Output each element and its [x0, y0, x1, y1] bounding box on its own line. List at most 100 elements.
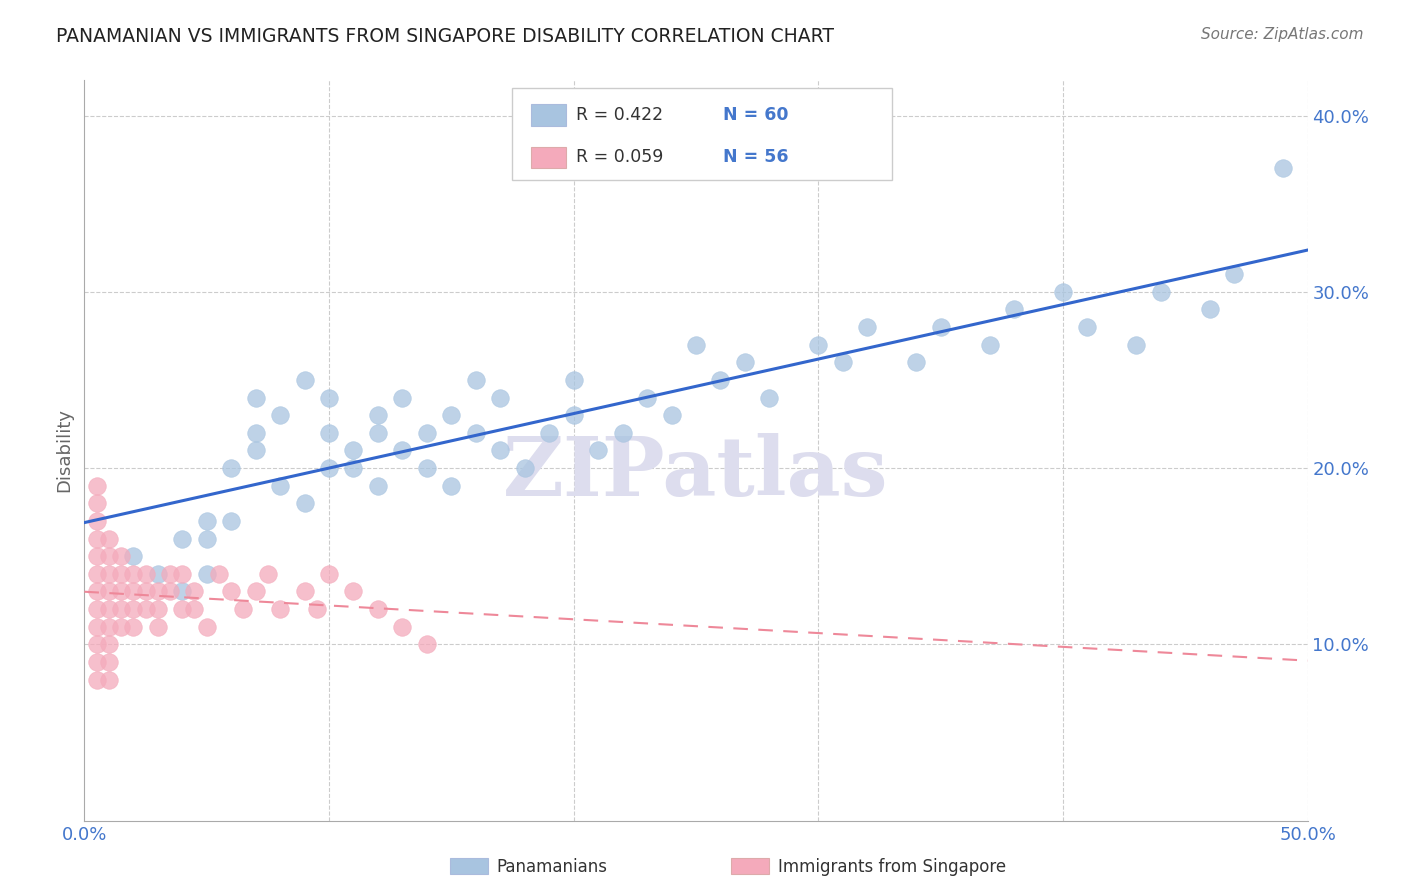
Point	[1223, 267, 1246, 281]
Point	[86, 584, 108, 599]
Point	[367, 408, 389, 422]
Point	[905, 355, 928, 369]
Point	[1002, 302, 1025, 317]
Point	[305, 602, 328, 616]
Point	[294, 373, 316, 387]
Point	[195, 566, 218, 581]
Point	[135, 566, 157, 581]
Point	[734, 355, 756, 369]
Point	[232, 602, 254, 616]
Point	[269, 408, 291, 422]
Point	[172, 532, 194, 546]
Point	[367, 602, 389, 616]
Point	[367, 425, 389, 440]
Point	[135, 584, 157, 599]
Point	[97, 637, 120, 651]
Text: Panamanians: Panamanians	[496, 858, 607, 876]
Point	[391, 620, 413, 634]
Point	[183, 584, 205, 599]
Point	[122, 584, 145, 599]
Point	[440, 479, 463, 493]
Point	[86, 620, 108, 634]
Point	[97, 655, 120, 669]
Point	[86, 549, 108, 564]
Point	[245, 391, 267, 405]
Point	[86, 479, 108, 493]
Text: N = 56: N = 56	[723, 148, 789, 167]
Point	[1272, 161, 1295, 176]
Point	[219, 584, 242, 599]
Point	[195, 532, 218, 546]
Point	[245, 443, 267, 458]
Point	[269, 479, 291, 493]
Point	[110, 549, 132, 564]
Point	[1125, 337, 1147, 351]
Point	[86, 566, 108, 581]
Point	[122, 620, 145, 634]
Point	[146, 620, 169, 634]
Point	[86, 496, 108, 510]
Point	[391, 443, 413, 458]
Point	[195, 620, 218, 634]
Point	[440, 408, 463, 422]
Point	[856, 320, 879, 334]
Point	[86, 514, 108, 528]
Point	[489, 391, 512, 405]
Text: Source: ZipAtlas.com: Source: ZipAtlas.com	[1201, 27, 1364, 42]
Point	[245, 425, 267, 440]
Point	[294, 496, 316, 510]
Point	[219, 461, 242, 475]
Point	[342, 584, 364, 599]
Point	[172, 584, 194, 599]
Point	[159, 584, 181, 599]
Point	[831, 355, 853, 369]
Point	[110, 584, 132, 599]
Point	[391, 391, 413, 405]
Point	[159, 566, 181, 581]
Point	[318, 391, 340, 405]
Point	[146, 584, 169, 599]
Point	[208, 566, 231, 581]
Point	[97, 620, 120, 634]
Point	[172, 566, 194, 581]
Point	[122, 549, 145, 564]
Point	[636, 391, 658, 405]
Point	[195, 514, 218, 528]
Point	[342, 461, 364, 475]
Point	[464, 373, 486, 387]
Point	[1198, 302, 1220, 317]
Point	[122, 602, 145, 616]
Point	[929, 320, 952, 334]
FancyBboxPatch shape	[513, 87, 891, 180]
Point	[97, 673, 120, 687]
Point	[219, 514, 242, 528]
Text: N = 60: N = 60	[723, 106, 789, 124]
Point	[183, 602, 205, 616]
Point	[172, 602, 194, 616]
Point	[367, 479, 389, 493]
Point	[538, 425, 561, 440]
Point	[318, 461, 340, 475]
Point	[807, 337, 830, 351]
Point	[245, 584, 267, 599]
Point	[685, 337, 707, 351]
Point	[1150, 285, 1173, 299]
Point	[612, 425, 634, 440]
Point	[146, 566, 169, 581]
Point	[586, 443, 609, 458]
Point	[97, 584, 120, 599]
Point	[562, 373, 585, 387]
Point	[342, 443, 364, 458]
Point	[416, 425, 439, 440]
Text: PANAMANIAN VS IMMIGRANTS FROM SINGAPORE DISABILITY CORRELATION CHART: PANAMANIAN VS IMMIGRANTS FROM SINGAPORE …	[56, 27, 834, 45]
Point	[97, 566, 120, 581]
Point	[709, 373, 731, 387]
Point	[562, 408, 585, 422]
Point	[86, 673, 108, 687]
FancyBboxPatch shape	[531, 146, 567, 168]
Text: R = 0.059: R = 0.059	[576, 148, 664, 167]
Point	[513, 461, 536, 475]
Point	[97, 532, 120, 546]
Point	[122, 566, 145, 581]
Point	[110, 602, 132, 616]
